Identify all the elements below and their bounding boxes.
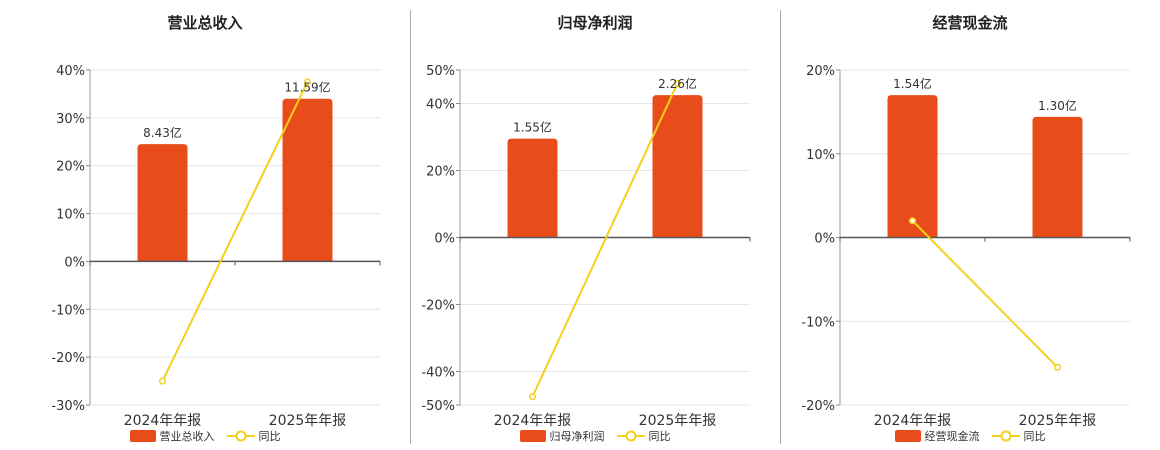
chart-plot-net-profit: 50% 40% 20% 0% -20% -40% -50% 1.55亿 2.26亿 2024年年报… — [421, 64, 751, 429]
y-tick-label: -40% — [421, 366, 455, 381]
legend-line-label: 同比 — [648, 430, 671, 443]
legend-bar-swatch — [129, 430, 156, 442]
x-tick-label: 2024年年报 — [874, 413, 952, 429]
y-tick-label: -10% — [801, 315, 835, 330]
y-tick-label: -20% — [801, 399, 835, 414]
y-tick-label: 40% — [56, 64, 85, 79]
legend-line-label: 同比 — [258, 430, 281, 443]
y-tick-label: 0% — [814, 232, 835, 247]
x-tick-label: 2025年年报 — [1019, 413, 1097, 429]
y-tick-label: -50% — [421, 399, 455, 414]
yoy-point — [673, 79, 682, 87]
yoy-point — [908, 217, 917, 225]
chart-legend: 经营现金流 同比 — [780, 428, 1160, 444]
y-tick-label: -20% — [421, 299, 455, 314]
legend-bar-label: 经营现金流 — [924, 430, 980, 443]
y-tick-label: 0% — [64, 255, 85, 270]
y-tick-label: 20% — [56, 160, 85, 175]
panel-divider — [410, 10, 411, 444]
yoy-line — [911, 220, 1059, 369]
legend-item-line[interactable]: 同比 — [991, 428, 1046, 444]
y-tick-label: 20% — [806, 64, 835, 79]
yoy-point — [158, 377, 167, 385]
legend-item-bar[interactable]: 经营现金流 — [894, 428, 980, 444]
chart-title: 经营现金流 — [932, 14, 1008, 32]
y-tick-label: 50% — [426, 64, 455, 79]
chart-legend: 营业总收入 同比 — [0, 428, 410, 444]
legend-line-icon — [616, 430, 645, 442]
bar-value-label: 1.54亿 — [893, 76, 932, 91]
legend-item-bar[interactable]: 营业总收入 — [129, 428, 215, 444]
x-tick-label: 2025年年报 — [269, 413, 347, 429]
yoy-point — [1053, 363, 1062, 371]
yoy-line — [531, 82, 679, 398]
bar-value-label: 1.55亿 — [513, 120, 552, 135]
x-tick-label: 2024年年报 — [494, 413, 572, 429]
bar-value-label: 1.30亿 — [1038, 98, 1077, 113]
bar — [282, 98, 333, 262]
legend-bar-label: 营业总收入 — [159, 430, 215, 443]
x-tick-label: 2025年年报 — [639, 413, 717, 429]
y-tick-label: -10% — [51, 303, 85, 318]
y-tick-label: 0% — [434, 232, 455, 247]
bar — [652, 95, 703, 238]
y-tick-label: 10% — [56, 208, 85, 223]
yoy-line — [161, 81, 309, 382]
chart-legend: 归母净利润 同比 — [410, 428, 780, 444]
legend-line-label: 同比 — [1023, 430, 1046, 443]
legend-line-icon — [991, 430, 1020, 442]
legend-bar-swatch — [519, 430, 546, 442]
bar — [137, 144, 188, 262]
bar — [1032, 116, 1083, 238]
legend-item-bar[interactable]: 归母净利润 — [519, 428, 605, 444]
legend-line-icon — [226, 430, 255, 442]
yoy-point — [528, 393, 537, 401]
chart-title: 营业总收入 — [167, 14, 243, 32]
y-tick-label: 10% — [806, 148, 835, 163]
x-tick-label: 2024年年报 — [124, 413, 202, 429]
chart-plot-revenue: 40% 30% 20% 10% 0% -10% -20% -30% 8.43亿 11.59亿 202… — [51, 64, 381, 429]
chart-plot-cash-flow: 20% 10% 0% -10% -20% 1.54亿 1.30亿 2024年年报 2025年年报 — [801, 64, 1131, 429]
bar-value-label: 2.26亿 — [658, 76, 697, 91]
chart-title: 归母净利润 — [557, 14, 633, 32]
chart-panel-net-profit: 归母净利润 50% 40% 20% 0% -20% -40% -50% 1.55亿 2.26亿 2… — [410, 0, 780, 450]
yoy-point — [303, 78, 312, 86]
bar-value-label: 11.59亿 — [284, 80, 330, 95]
y-tick-label: 30% — [56, 112, 85, 127]
chart-panel-revenue: 营业总收入 40% 30% 20% 10% 0% -10% -20% -30% 8.43亿 11.… — [0, 0, 410, 450]
y-tick-label: -20% — [51, 351, 85, 366]
y-tick-label: 20% — [426, 165, 455, 180]
legend-item-line[interactable]: 同比 — [226, 428, 281, 444]
bar — [507, 138, 558, 238]
y-tick-label: 40% — [426, 98, 455, 113]
legend-bar-label: 归母净利润 — [549, 430, 605, 443]
legend-bar-swatch — [894, 430, 921, 442]
panel-divider — [780, 10, 781, 444]
legend-item-line[interactable]: 同比 — [616, 428, 671, 444]
bar — [887, 95, 938, 238]
chart-panel-cash-flow: 经营现金流 20% 10% 0% -10% -20% 1.54亿 1.30亿 2024年年报 2… — [780, 0, 1160, 450]
bar-value-label: 8.43亿 — [143, 125, 182, 140]
y-tick-label: -30% — [51, 399, 85, 414]
